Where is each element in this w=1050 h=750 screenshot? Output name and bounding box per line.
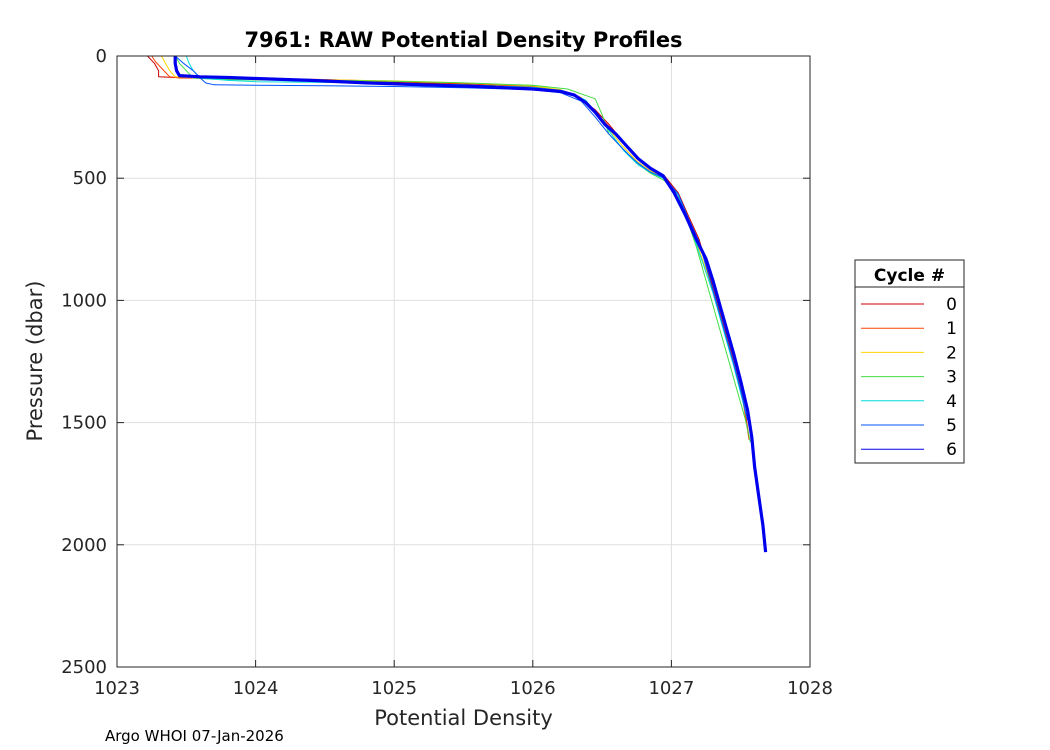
y-tick-label: 0: [96, 46, 107, 67]
legend-label: 6: [946, 440, 957, 460]
plot-series: [147, 55, 768, 553]
chart-title: 7961: RAW Potential Density Profiles: [244, 28, 682, 52]
series-line-cycle-6: [173, 56, 768, 553]
legend-label: 2: [946, 343, 957, 363]
legend-label: 0: [946, 295, 957, 315]
grid-lines: [116, 55, 811, 668]
axes-frame: [116, 55, 811, 668]
x-tick-label: 1028: [787, 678, 833, 699]
y-tick-label: 2500: [61, 657, 107, 678]
legend-label: 3: [946, 368, 957, 388]
axis-ticks: 1023 1024 1025 1026 1027 1028 0 500 1000 1500 2000…: [61, 46, 833, 699]
x-tick-label: 1026: [510, 678, 556, 699]
x-tick-label: 1024: [233, 678, 279, 699]
legend: Cycle # 0 1 2 3 4 5 6: [854, 259, 965, 464]
footer-credit: Argo WHOI 07-Jan-2026: [105, 727, 284, 745]
x-tick-label: 1027: [648, 678, 694, 699]
legend-label: 4: [946, 392, 957, 412]
legend-title: Cycle #: [874, 266, 945, 286]
y-tick-label: 500: [73, 168, 107, 189]
y-tick-label: 2000: [61, 535, 107, 556]
x-tick-label: 1025: [371, 678, 417, 699]
x-tick-label: 1023: [94, 678, 140, 699]
x-axis-label: Potential Density: [374, 706, 553, 730]
legend-label: 1: [946, 319, 957, 339]
y-tick-label: 1000: [61, 290, 107, 311]
y-tick-label: 1500: [61, 413, 107, 434]
legend-label: 5: [946, 416, 957, 436]
y-axis-label: Pressure (dbar): [23, 281, 47, 442]
legend-items: 0 1 2 3 4 5 6: [861, 295, 957, 460]
legend-box: [854, 259, 965, 464]
series-line-cycle-5: [174, 55, 749, 421]
